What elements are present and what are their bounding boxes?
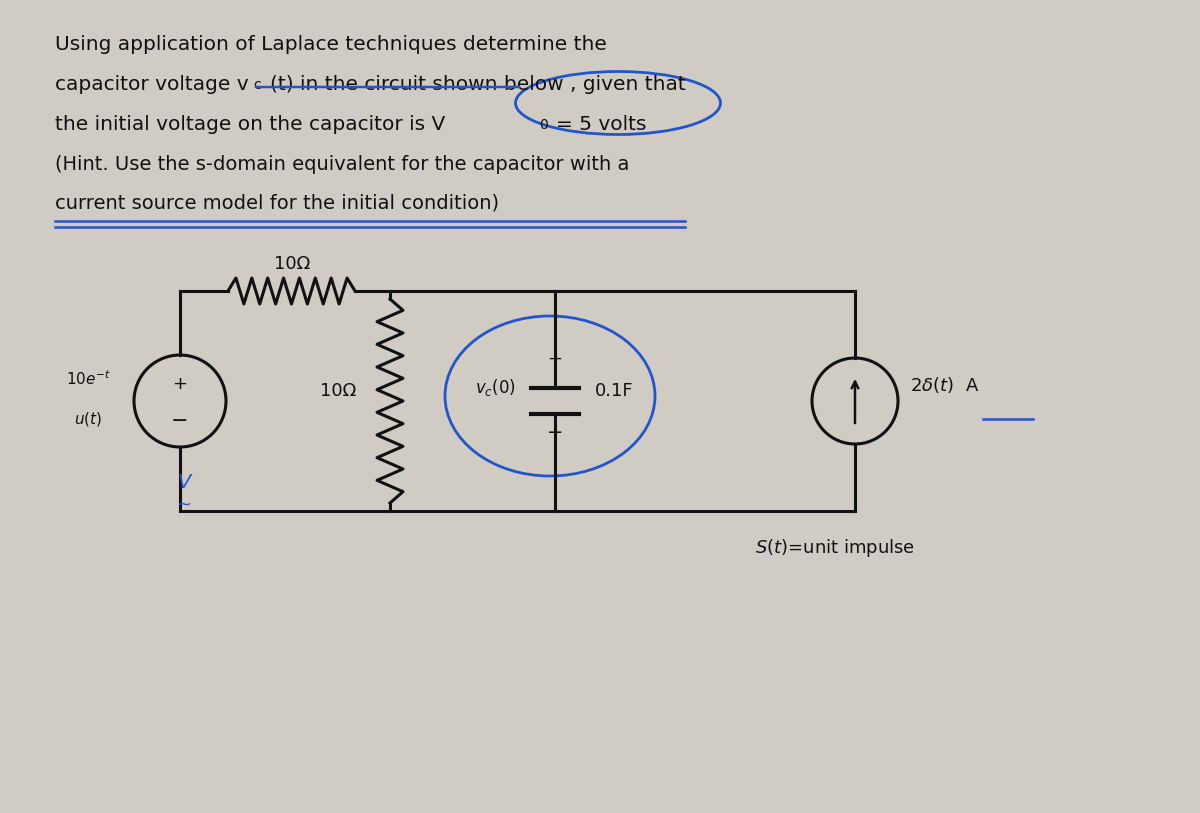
Text: capacitor voltage v: capacitor voltage v <box>55 75 248 94</box>
Text: Using application of Laplace techniques determine the: Using application of Laplace techniques … <box>55 35 607 54</box>
Text: (t) in the circuit shown below , given that: (t) in the circuit shown below , given t… <box>270 75 685 94</box>
Text: current source model for the initial condition): current source model for the initial con… <box>55 193 499 212</box>
Text: (Hint. Use the s-domain equivalent for the capacitor with a: (Hint. Use the s-domain equivalent for t… <box>55 155 629 174</box>
Text: 0.1F: 0.1F <box>595 382 634 400</box>
Text: V: V <box>178 473 191 492</box>
Text: 0: 0 <box>539 118 547 132</box>
Text: $2\delta(t)$  A: $2\delta(t)$ A <box>910 375 979 395</box>
Text: −: − <box>172 411 188 431</box>
Text: the initial voltage on the capacitor is V: the initial voltage on the capacitor is … <box>55 115 445 134</box>
Text: −: − <box>547 423 563 442</box>
Text: c: c <box>253 78 260 92</box>
Text: $u(t)$: $u(t)$ <box>74 410 102 428</box>
Text: +: + <box>173 375 187 393</box>
Text: +: + <box>547 350 563 368</box>
Text: $S(t)$=unit impulse: $S(t)$=unit impulse <box>755 537 916 559</box>
Text: $v_c(0)$: $v_c(0)$ <box>474 377 516 398</box>
Text: ~: ~ <box>176 496 192 514</box>
Text: = 5 volts: = 5 volts <box>556 115 647 134</box>
Text: 10Ω: 10Ω <box>320 382 356 400</box>
Text: 10Ω: 10Ω <box>274 255 310 273</box>
Text: $10e^{-t}$: $10e^{-t}$ <box>66 370 110 389</box>
